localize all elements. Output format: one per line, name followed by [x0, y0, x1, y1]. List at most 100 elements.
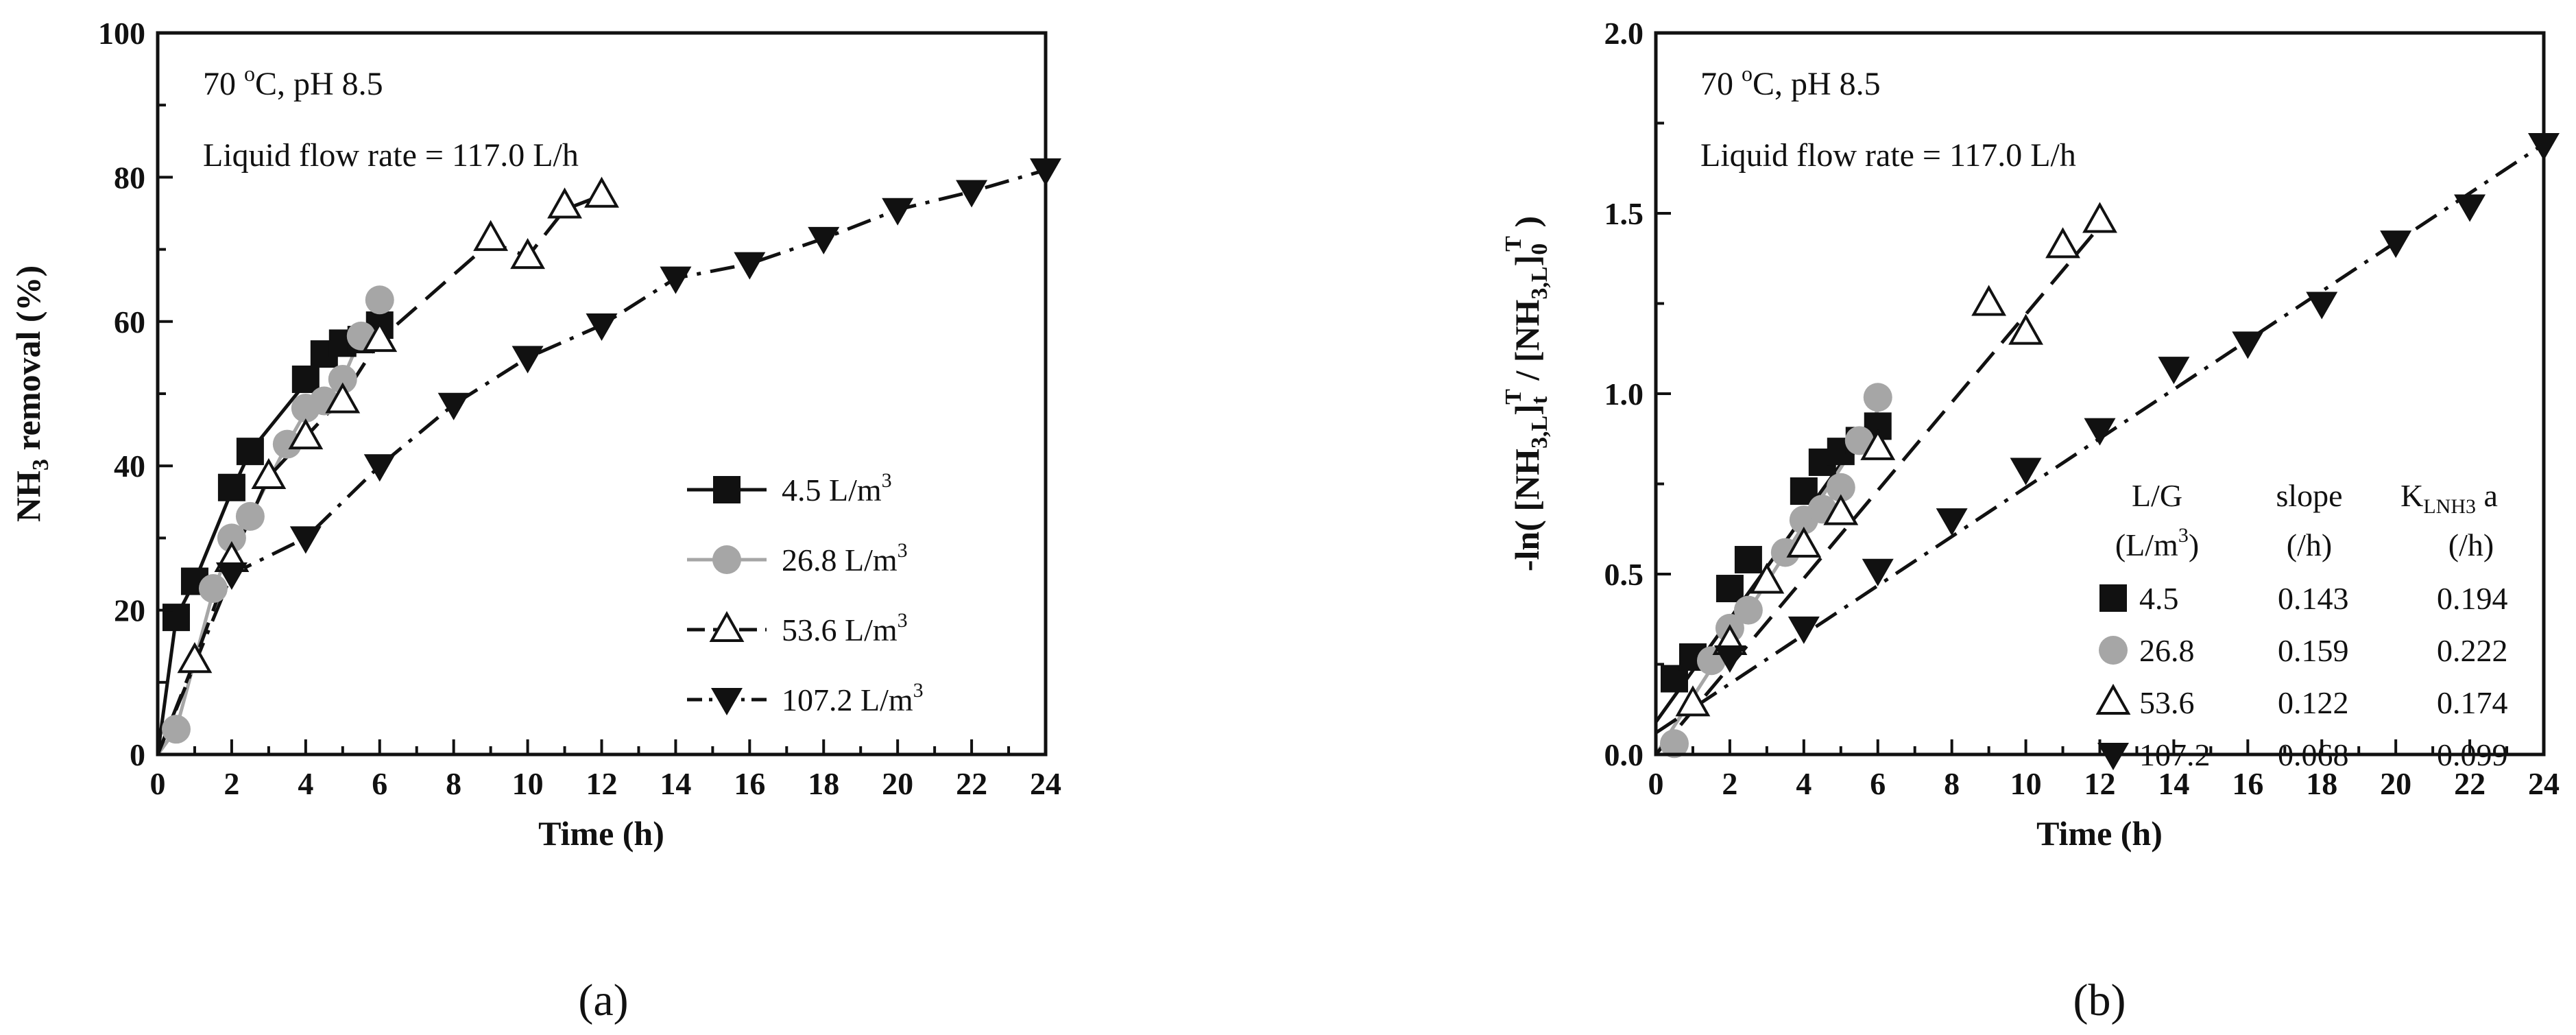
chart-b-series-3-point-10 — [2082, 202, 2117, 233]
chart-b-legend-samples — [2095, 584, 2131, 770]
chart-a-series-3-point-6 — [362, 321, 398, 353]
chart-b-series-3-point-9 — [2045, 227, 2080, 259]
chart-b-xtick-label-2: 4 — [1796, 766, 1811, 801]
table-row-3-lg: 53.6 — [2139, 685, 2195, 720]
chart-a-legend-marker-3 — [709, 610, 745, 642]
chart-a-annotation-flow: Liquid flow rate = 117.0 L/h — [203, 137, 579, 174]
chart-a-series-3-point-5 — [325, 382, 361, 414]
table-row-2-lg: 26.8 — [2139, 633, 2195, 668]
chart-b-xtick-label-7: 14 — [2158, 766, 2189, 801]
table-unit-kla: (/h) — [2448, 527, 2494, 562]
chart-b-ytick-label-2: 1.0 — [1604, 377, 1644, 412]
chart-b-series-4-point-7 — [2158, 357, 2190, 385]
chart-b-xtick-label-4: 8 — [1944, 766, 1960, 801]
chart-b-ytick-label-1: 0.5 — [1604, 557, 1644, 592]
chart-b-annotation-conditions: 70 oC, pH 8.5 — [1700, 61, 1881, 102]
chart-a-xtick-label-8: 16 — [734, 766, 765, 801]
chart-a-series-2-point-3 — [217, 523, 246, 553]
chart-a-xtick-label-12: 24 — [1030, 766, 1061, 801]
chart-a-series-4-point-11 — [956, 180, 988, 208]
chart-b-xtick-label-1: 2 — [1722, 766, 1737, 801]
chart-a-series-1-point-3 — [217, 473, 245, 501]
chart-b-series-3-point-7 — [1971, 285, 2007, 316]
chart-a-xlabel: Time (h) — [538, 814, 664, 853]
table-unit-slope: (/h) — [2287, 527, 2332, 562]
chart-b-axes: 0 2 4 6 8 10 12 14 16 18 20 22 240.00.51.01.52.0 — [1604, 16, 2560, 801]
table-row-2-slope: 0.159 — [2278, 633, 2349, 668]
chart-a-series-2-point-4 — [235, 501, 265, 531]
table-unit-lg: (L/m3) — [2115, 524, 2199, 562]
chart-b-series-3-point-6 — [1860, 429, 1896, 460]
chart-a-xtick-label-4: 8 — [446, 766, 461, 801]
chart-a-legend-entry-2: 26.8 L/m3 — [782, 539, 908, 578]
chart-b-series-4-point-10 — [2380, 230, 2412, 259]
chart-a-series-4-point-10 — [882, 198, 914, 226]
chart-b-legend-marker-4 — [2097, 743, 2129, 770]
table-row-3-kla: 0.174 — [2437, 685, 2508, 720]
table-header-slope: slope — [2276, 478, 2342, 513]
chart-a-xtick-label-7: 14 — [660, 766, 691, 801]
chart-b-series-1-point-4 — [1734, 545, 1762, 573]
chart-b-legend-marker-3 — [2095, 683, 2131, 715]
chart-a-series-4-point-1 — [215, 562, 248, 590]
chart-b-series-2-point-5 — [1770, 538, 1800, 567]
table-row-3-slope: 0.122 — [2278, 685, 2349, 720]
chart-a-series-4-point-8 — [734, 252, 766, 280]
chart-a-legend-marker-4 — [711, 688, 743, 715]
chart-b-table-legend: L/G slope KLNH3 a (L/m3) (/h) (/h) 4.5 0… — [2095, 478, 2508, 772]
table-row-4-lg: 107.2 — [2139, 737, 2211, 772]
chart-a-xtick-label-5: 10 — [512, 766, 544, 801]
chart-a-legend: 4.5 L/m3 26.8 L/m3 53.6 L/m3 107.2 L/m3 — [687, 469, 924, 717]
chart-a-marks — [156, 158, 1061, 756]
chart-b-series-4-point-4 — [1936, 508, 1968, 536]
chart-a-series-3-point-10 — [584, 176, 619, 208]
chart-b-ylabel: -ln( [NH3,L]tT / [NH3,L]0T ) — [1501, 216, 1552, 571]
chart-b-series-4-point-1 — [1713, 645, 1746, 673]
chart-a-series-2-point-8 — [328, 364, 357, 394]
chart-a-legend-marker-1 — [713, 476, 741, 503]
chart-a-series-4-point-6 — [586, 313, 618, 342]
chart-a-series-3-point-1 — [177, 642, 213, 674]
chart-a-series-2-point-1 — [161, 715, 191, 744]
chart-a-series-1-point-4 — [236, 438, 264, 466]
chart-a-annotation-conditions: 70 oC, pH 8.5 — [203, 61, 383, 102]
chart-a-ytick-label-3: 60 — [114, 305, 145, 340]
chart-b-series-3-point-4 — [1786, 526, 1822, 558]
chart-a-xtick-label-2: 4 — [298, 766, 313, 801]
chart-b-series-3-point-5 — [1823, 494, 1859, 525]
table-row-1-kla: 0.194 — [2437, 581, 2508, 616]
chart-a-legend-marker-2 — [712, 545, 741, 574]
chart-b-xtick-label-11: 22 — [2454, 766, 2485, 801]
chart-b-ytick-label-3: 1.5 — [1604, 196, 1644, 231]
chart-b-legend-marker-1 — [2099, 584, 2127, 612]
chart-b-ytick-label-4: 2.0 — [1604, 16, 1644, 51]
table-row-4-slope: 0.068 — [2278, 737, 2349, 772]
caption-a: (a) — [578, 975, 628, 1025]
chart-b-marks — [1654, 133, 2560, 759]
chart-b-xtick-label-5: 10 — [2010, 766, 2042, 801]
chart-a-legend-samples — [687, 476, 767, 715]
chart-b-series-2-point-4 — [1733, 595, 1763, 625]
chart-b-annotation-flow: Liquid flow rate = 117.0 L/h — [1700, 137, 2076, 174]
chart-b-series-4-point-6 — [2084, 418, 2116, 446]
table-header-kla: KLNH3 a — [2400, 478, 2498, 518]
chart-a-xtick-label-3: 6 — [372, 766, 387, 801]
table-row-1-slope: 0.143 — [2278, 581, 2349, 616]
chart-b-series-3-point-3 — [1749, 562, 1785, 594]
chart-b-xtick-label-6: 12 — [2084, 766, 2116, 801]
chart-a-series-3-point-9 — [547, 187, 582, 219]
chart-b-xtick-label-8: 16 — [2232, 766, 2263, 801]
chart-panel-b: 0 2 4 6 8 10 12 14 16 18 20 22 240.00.51.01.52.0 -ln… — [1501, 16, 2560, 1025]
chart-a-legend-entry-3: 53.6 L/m3 — [782, 609, 908, 647]
chart-a-legend-entry-1: 4.5 L/m3 — [782, 469, 892, 508]
chart-b-series-4-point-9 — [2306, 292, 2338, 320]
chart-b-series-4-point-5 — [2010, 457, 2042, 486]
chart-b-series-4-point-11 — [2454, 194, 2486, 222]
chart-a-series-3-point-4 — [288, 418, 324, 450]
chart-a-ytick-label-0: 0 — [130, 737, 145, 772]
table-header-lg: L/G — [2132, 478, 2182, 513]
chart-b-series-2-point-8 — [1826, 473, 1855, 502]
chart-b-series-3-point-8 — [2008, 313, 2044, 345]
